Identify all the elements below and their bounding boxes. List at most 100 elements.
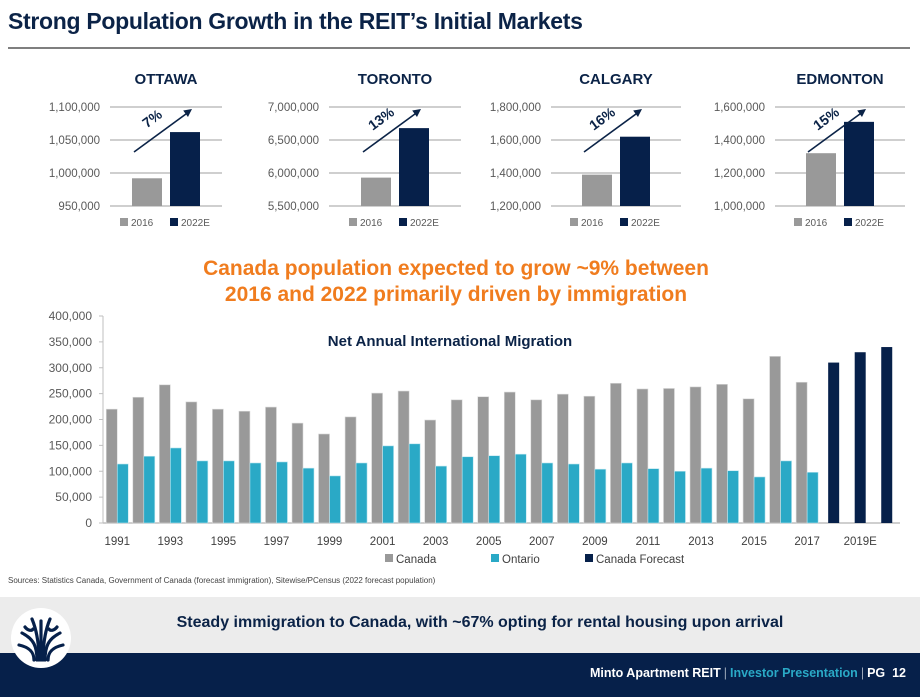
y-tick-label: 1,600,000 <box>490 135 541 147</box>
bar-ontario <box>302 467 315 524</box>
key-headline: Canada population expected to grow ~9% b… <box>0 256 912 308</box>
legend-swatch-2022e <box>620 218 628 226</box>
legend-swatch-2016 <box>570 218 578 226</box>
bar-canada <box>450 399 463 524</box>
bar-ontario <box>700 467 713 524</box>
growth-label: 15% <box>810 103 842 133</box>
takeaway-band <box>0 597 920 653</box>
bar-canada <box>132 396 145 524</box>
bar-ontario <box>541 462 554 524</box>
footer-company: Minto Apartment REIT <box>589 666 721 680</box>
y-tick-label: 50,000 <box>55 490 92 504</box>
y-tick-label: 350,000 <box>49 335 93 349</box>
y-tick-label: 7,000,000 <box>268 102 319 114</box>
legend-swatch-canada <box>385 554 393 562</box>
bar-2016 <box>582 174 612 206</box>
legend-label-2022e: 2022E <box>410 218 439 229</box>
bar-canada <box>105 408 118 524</box>
bar-2016 <box>361 177 391 206</box>
bar-ontario <box>727 470 739 524</box>
headline-line-1: Canada population expected to grow ~9% b… <box>203 257 709 280</box>
bar-canada <box>212 408 224 524</box>
bar-canada <box>159 384 171 524</box>
bar-canada <box>742 398 755 524</box>
legend-label-2022e: 2022E <box>631 218 660 229</box>
bar-canada <box>424 419 436 524</box>
bar-canada <box>663 388 675 524</box>
growth-arrowhead <box>412 109 421 117</box>
bar-ontario <box>249 462 262 524</box>
y-tick-label: 1,400,000 <box>714 135 765 147</box>
chart-title: OTTAWA <box>134 71 197 88</box>
bar-2022e <box>844 121 874 206</box>
sources-note: Sources: Statistics Canada, Government o… <box>8 576 436 585</box>
bar-ontario <box>568 463 580 524</box>
bar-2016 <box>806 153 836 206</box>
bar-ontario <box>276 461 288 524</box>
growth-label: 16% <box>586 103 618 133</box>
bar-canada <box>291 422 304 524</box>
legend-label-2022e: 2022E <box>855 218 884 229</box>
bar-ontario <box>594 468 607 524</box>
bar-canada-forecast <box>881 347 893 523</box>
y-tick-label: 6,500,000 <box>268 135 319 147</box>
bar-canada-forecast <box>828 362 840 523</box>
bar-canada <box>530 399 543 524</box>
y-tick-label: 300,000 <box>49 361 93 375</box>
bar-canada <box>477 396 490 524</box>
headline-line-2: 2016 and 2022 primarily driven by immigr… <box>224 283 688 306</box>
legend-label-canada-forecast: Canada Forecast <box>596 554 685 566</box>
footer-page-label: PG <box>867 666 886 680</box>
growth-arrowhead <box>633 109 642 117</box>
legend-swatch-2016 <box>794 218 802 226</box>
legend-label-2016: 2016 <box>131 218 154 229</box>
bar-canada <box>371 392 383 524</box>
migration-chart: 400,000 350,000 300,000 250,000 200,000 150,0… <box>0 300 920 580</box>
y-tick-label: 0 <box>85 516 92 530</box>
bar-2022e <box>620 136 650 206</box>
bar-canada <box>265 406 277 524</box>
bar-canada <box>689 386 702 524</box>
bar-canada <box>636 388 649 524</box>
growth-label: 7% <box>139 106 165 131</box>
y-tick-label: 1,050,000 <box>49 135 100 147</box>
bar-canada <box>716 384 728 524</box>
x-tick-label: 1999 <box>317 536 343 548</box>
bar-canada <box>238 410 251 524</box>
y-tick-label: 150,000 <box>49 438 93 452</box>
ottawa-chart: OTTAWA 1,100,000 1,050,000 1,000,000 950,000… <box>30 60 230 245</box>
calgary-chart: CALGARY 1,800,000 1,600,000 1,400,000 1,200,… <box>465 60 681 245</box>
legend-label-2022e: 2022E <box>181 218 210 229</box>
bar-canada <box>318 433 330 524</box>
chart-title: EDMONTON <box>796 71 883 88</box>
footer-bar <box>0 653 920 697</box>
bar-canada <box>397 390 410 524</box>
growth-arrow <box>583 111 639 153</box>
growth-label: 13% <box>365 103 397 133</box>
x-tick-label: 2003 <box>423 536 449 548</box>
legend-swatch-2022e <box>399 218 407 226</box>
x-tick-label: 2009 <box>582 536 608 548</box>
bar-ontario <box>223 460 235 524</box>
y-tick-label: 950,000 <box>58 201 100 213</box>
title-divider <box>8 47 910 49</box>
legend-swatch-2016 <box>349 218 357 226</box>
x-tick-label: 1997 <box>264 536 290 548</box>
bar-canada <box>795 381 808 524</box>
bar-ontario <box>621 462 633 524</box>
bar-ontario <box>435 465 447 524</box>
bar-ontario <box>753 476 766 524</box>
legend-label-canada: Canada <box>396 554 437 566</box>
bar-ontario <box>806 471 819 524</box>
y-tick-label: 5,500,000 <box>268 201 319 213</box>
bar-canada <box>503 391 516 524</box>
growth-arrowhead <box>183 109 192 117</box>
bar-canada <box>557 393 569 524</box>
bar-ontario <box>647 468 660 524</box>
bar-ontario <box>382 445 394 524</box>
legend-swatch-canada-forecast <box>585 554 593 562</box>
x-tick-label: 2007 <box>529 536 555 548</box>
legend-label-2016: 2016 <box>360 218 383 229</box>
bar-canada <box>583 395 596 524</box>
legend-label-ontario: Ontario <box>502 554 540 566</box>
